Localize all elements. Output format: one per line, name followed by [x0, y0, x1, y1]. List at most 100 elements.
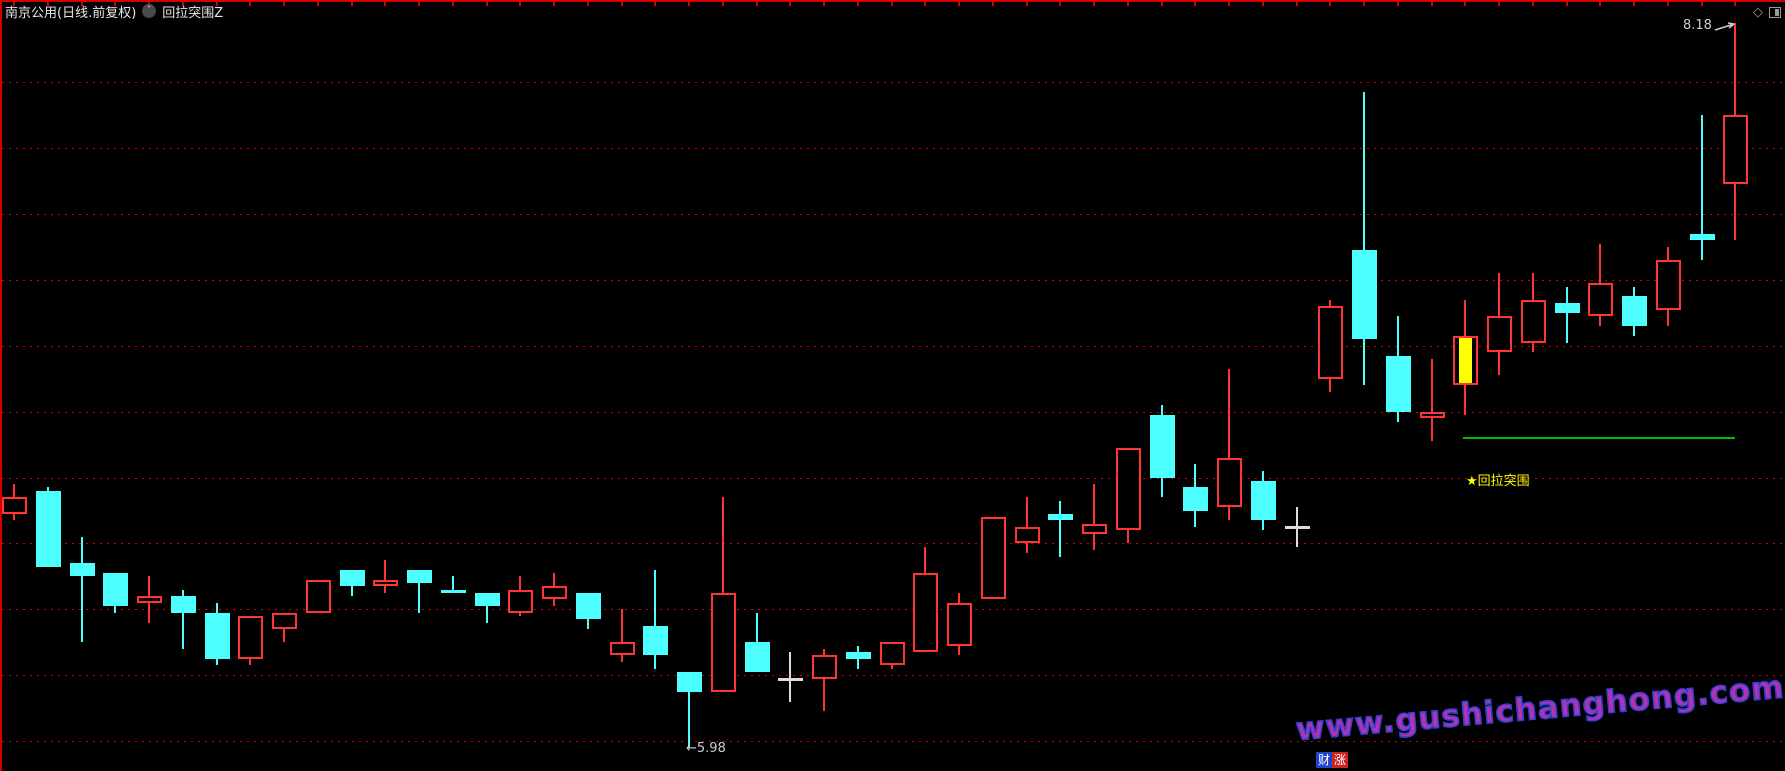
candle-down[interactable]: [441, 590, 466, 593]
time-axis-tick: [1599, 2, 1601, 6]
candle-down[interactable]: [103, 573, 128, 606]
candle-wick: [1667, 247, 1669, 260]
candle-up[interactable]: [711, 593, 736, 692]
split-view-icon[interactable]: [1769, 7, 1781, 18]
candle-down[interactable]: [745, 642, 770, 672]
time-axis-tick: [81, 2, 83, 6]
candle-wick: [891, 665, 893, 669]
candle-doji[interactable]: [778, 678, 803, 681]
candle-down[interactable]: [846, 652, 871, 659]
time-axis-tick: [1262, 2, 1264, 6]
indicator-name[interactable]: 回拉突围Z: [162, 5, 224, 21]
candle-down[interactable]: [1048, 514, 1073, 520]
candle-down[interactable]: [205, 613, 230, 659]
candle-down[interactable]: [1386, 356, 1411, 412]
candle-wick: [1161, 478, 1163, 497]
gridline: [2, 280, 1785, 281]
candle-down[interactable]: [677, 672, 702, 692]
chevron-down-icon[interactable]: ˅: [142, 4, 157, 18]
candle-wick: [1532, 343, 1534, 352]
candle-up[interactable]: [137, 596, 162, 603]
candle-down[interactable]: [70, 563, 95, 576]
candle-up[interactable]: [2, 497, 27, 514]
candle-down[interactable]: [643, 626, 668, 655]
candle-up[interactable]: [1656, 260, 1681, 310]
candle-up[interactable]: [981, 517, 1006, 599]
candle-down[interactable]: [340, 570, 365, 586]
candle-up[interactable]: [1487, 316, 1512, 352]
candle-down[interactable]: [1622, 296, 1647, 326]
candle-down[interactable]: [1183, 487, 1208, 511]
gridline: [2, 478, 1785, 479]
time-axis-tick: [1667, 2, 1669, 6]
candle-wick: [857, 646, 859, 652]
candle-wick: [587, 619, 589, 629]
time-axis-tick: [958, 2, 960, 6]
candle-wick: [148, 603, 150, 623]
time-axis-tick: [1127, 2, 1129, 6]
candle-up[interactable]: [947, 603, 972, 646]
candle-up[interactable]: [1082, 524, 1107, 534]
candle-up[interactable]: [1723, 115, 1748, 184]
gridline: [2, 412, 1785, 413]
candle-up[interactable]: [812, 655, 837, 679]
candle-doji-wick: [789, 652, 791, 702]
candle-wick: [351, 586, 353, 596]
time-axis-tick: [1701, 2, 1703, 6]
time-axis-tick: [924, 2, 926, 6]
candle-up[interactable]: [1116, 448, 1141, 530]
candle-down[interactable]: [1555, 303, 1580, 313]
candle-up[interactable]: [1588, 283, 1613, 316]
logo-char-2: 涨: [1332, 752, 1348, 768]
candle-signal[interactable]: [1453, 336, 1478, 385]
candle-doji[interactable]: [1285, 526, 1310, 529]
candle-up[interactable]: [373, 580, 398, 586]
time-axis-tick: [1498, 2, 1500, 6]
candle-up[interactable]: [238, 616, 263, 659]
candle-up[interactable]: [508, 590, 533, 613]
candle-wick: [1701, 240, 1703, 260]
time-axis-tick: [654, 2, 656, 6]
time-axis-tick: [1059, 2, 1061, 6]
time-axis-tick: [553, 2, 555, 6]
signal-label: ★回拉突围: [1466, 474, 1530, 489]
candle-up[interactable]: [1521, 300, 1546, 343]
candle-down[interactable]: [1150, 415, 1175, 478]
candle-wick: [283, 629, 285, 642]
time-axis-tick: [1296, 2, 1298, 6]
candle-up[interactable]: [542, 586, 567, 599]
candle-wick: [384, 560, 386, 580]
diamond-icon[interactable]: ◇: [1753, 5, 1763, 20]
candle-wick: [1633, 326, 1635, 336]
gridline: [2, 543, 1785, 544]
candle-up[interactable]: [880, 642, 905, 665]
candle-down[interactable]: [1690, 234, 1715, 240]
candle-down[interactable]: [576, 593, 601, 619]
time-axis-tick: [283, 2, 285, 6]
candle-wick: [553, 599, 555, 606]
candle-down[interactable]: [1251, 481, 1276, 520]
candle-wick: [621, 609, 623, 642]
candle-wick: [1599, 244, 1601, 283]
candle-up[interactable]: [1217, 458, 1242, 507]
time-axis-tick: [722, 2, 724, 6]
candle-down[interactable]: [475, 593, 500, 606]
candle-up[interactable]: [610, 642, 635, 655]
time-axis-tick: [182, 2, 184, 6]
high-price-value: 8.18: [1683, 18, 1712, 33]
candle-up[interactable]: [1420, 412, 1445, 418]
candle-down[interactable]: [36, 491, 61, 567]
candle-up[interactable]: [1015, 527, 1040, 543]
candle-down[interactable]: [407, 570, 432, 583]
candle-wick: [958, 646, 960, 655]
candle-up[interactable]: [1318, 306, 1343, 379]
candle-up[interactable]: [306, 580, 331, 613]
candle-up[interactable]: [272, 613, 297, 629]
candle-up[interactable]: [913, 573, 938, 652]
candle-down[interactable]: [1352, 250, 1377, 339]
candle-wick: [486, 606, 488, 623]
candle-wick: [1093, 534, 1095, 550]
candle-wick: [216, 659, 218, 665]
candle-down[interactable]: [171, 596, 196, 613]
